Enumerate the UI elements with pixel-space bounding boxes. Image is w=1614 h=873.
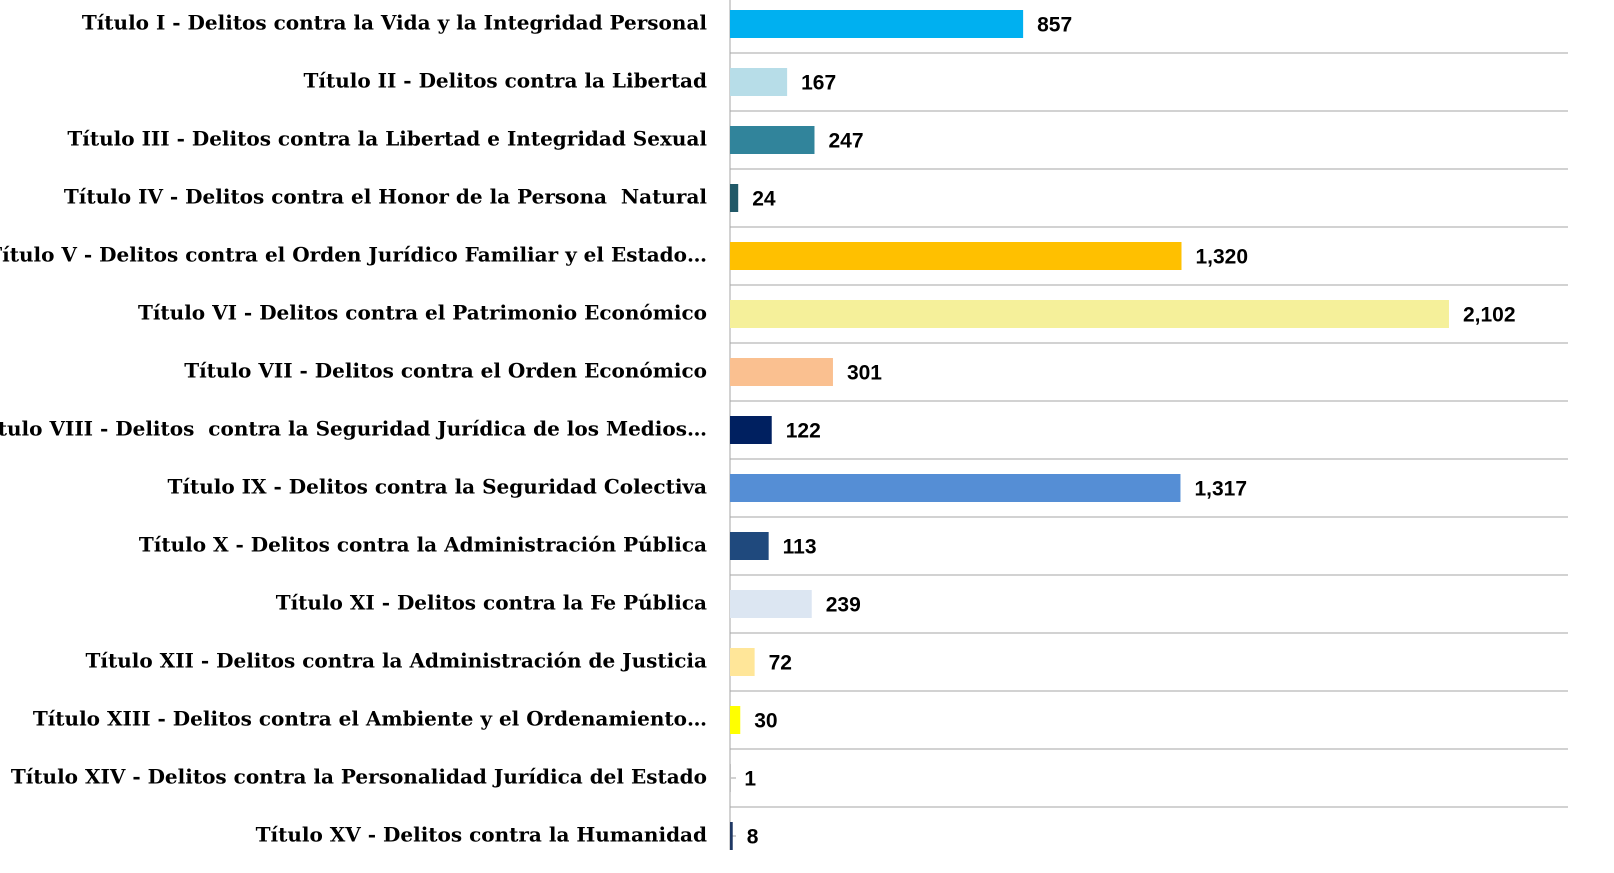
category-label: Título III - Delitos contra la Libertad …: [67, 127, 707, 151]
bar: [730, 416, 772, 444]
category-label: Título VI - Delitos contra el Patrimonio…: [138, 301, 707, 325]
bar: [730, 590, 812, 618]
value-label: 113: [783, 536, 817, 559]
category-label: Título XII - Delitos contra la Administr…: [86, 649, 708, 673]
value-label: 2,102: [1463, 304, 1516, 327]
category-label: Título XV - Delitos contra la Humanidad: [256, 823, 707, 847]
value-label: 24: [752, 188, 776, 211]
value-label: 72: [769, 652, 792, 675]
bar: [730, 242, 1182, 270]
category-label: Título IX - Delitos contra la Seguridad …: [168, 475, 708, 499]
value-label: 8: [747, 826, 759, 849]
category-label: Título VIII - Delitos contra la Segurida…: [0, 417, 707, 441]
value-label: 301: [847, 362, 882, 385]
category-label: Título IV - Delitos contra el Honor de l…: [64, 185, 707, 209]
value-label: 239: [826, 594, 861, 617]
value-label: 167: [801, 72, 836, 95]
value-label: 122: [786, 420, 821, 443]
category-label: Título X - Delitos contra la Administrac…: [139, 533, 707, 557]
bar: [730, 532, 769, 560]
bar: [730, 10, 1024, 38]
category-label: Título I - Delitos contra la Vida y la I…: [82, 11, 708, 35]
bar: [730, 764, 731, 792]
bar: [730, 184, 739, 212]
category-label: Título II - Delitos contra la Libertad: [303, 69, 707, 93]
category-label: Título XIII - Delitos contra el Ambiente…: [33, 707, 707, 731]
bar: [730, 648, 755, 676]
category-label: Título XI - Delitos contra la Fe Pública: [276, 591, 707, 615]
value-label: 1: [744, 768, 756, 791]
bar: [730, 822, 733, 850]
category-label: Título V - Delitos contra el Orden Juríd…: [0, 243, 707, 267]
value-label: 857: [1037, 14, 1072, 37]
bar: [730, 126, 815, 154]
bar: [730, 358, 833, 386]
category-label: Título XIV - Delitos contra la Personali…: [11, 765, 707, 789]
value-label: 30: [754, 710, 777, 733]
value-label: 1,320: [1195, 246, 1248, 269]
bar: [730, 300, 1449, 328]
bar: [730, 474, 1181, 502]
value-label: 1,317: [1194, 478, 1247, 501]
value-label: 247: [828, 130, 863, 153]
bar: [730, 68, 788, 96]
category-label: Título VII - Delitos contra el Orden Eco…: [184, 359, 707, 383]
bar: [730, 706, 741, 734]
